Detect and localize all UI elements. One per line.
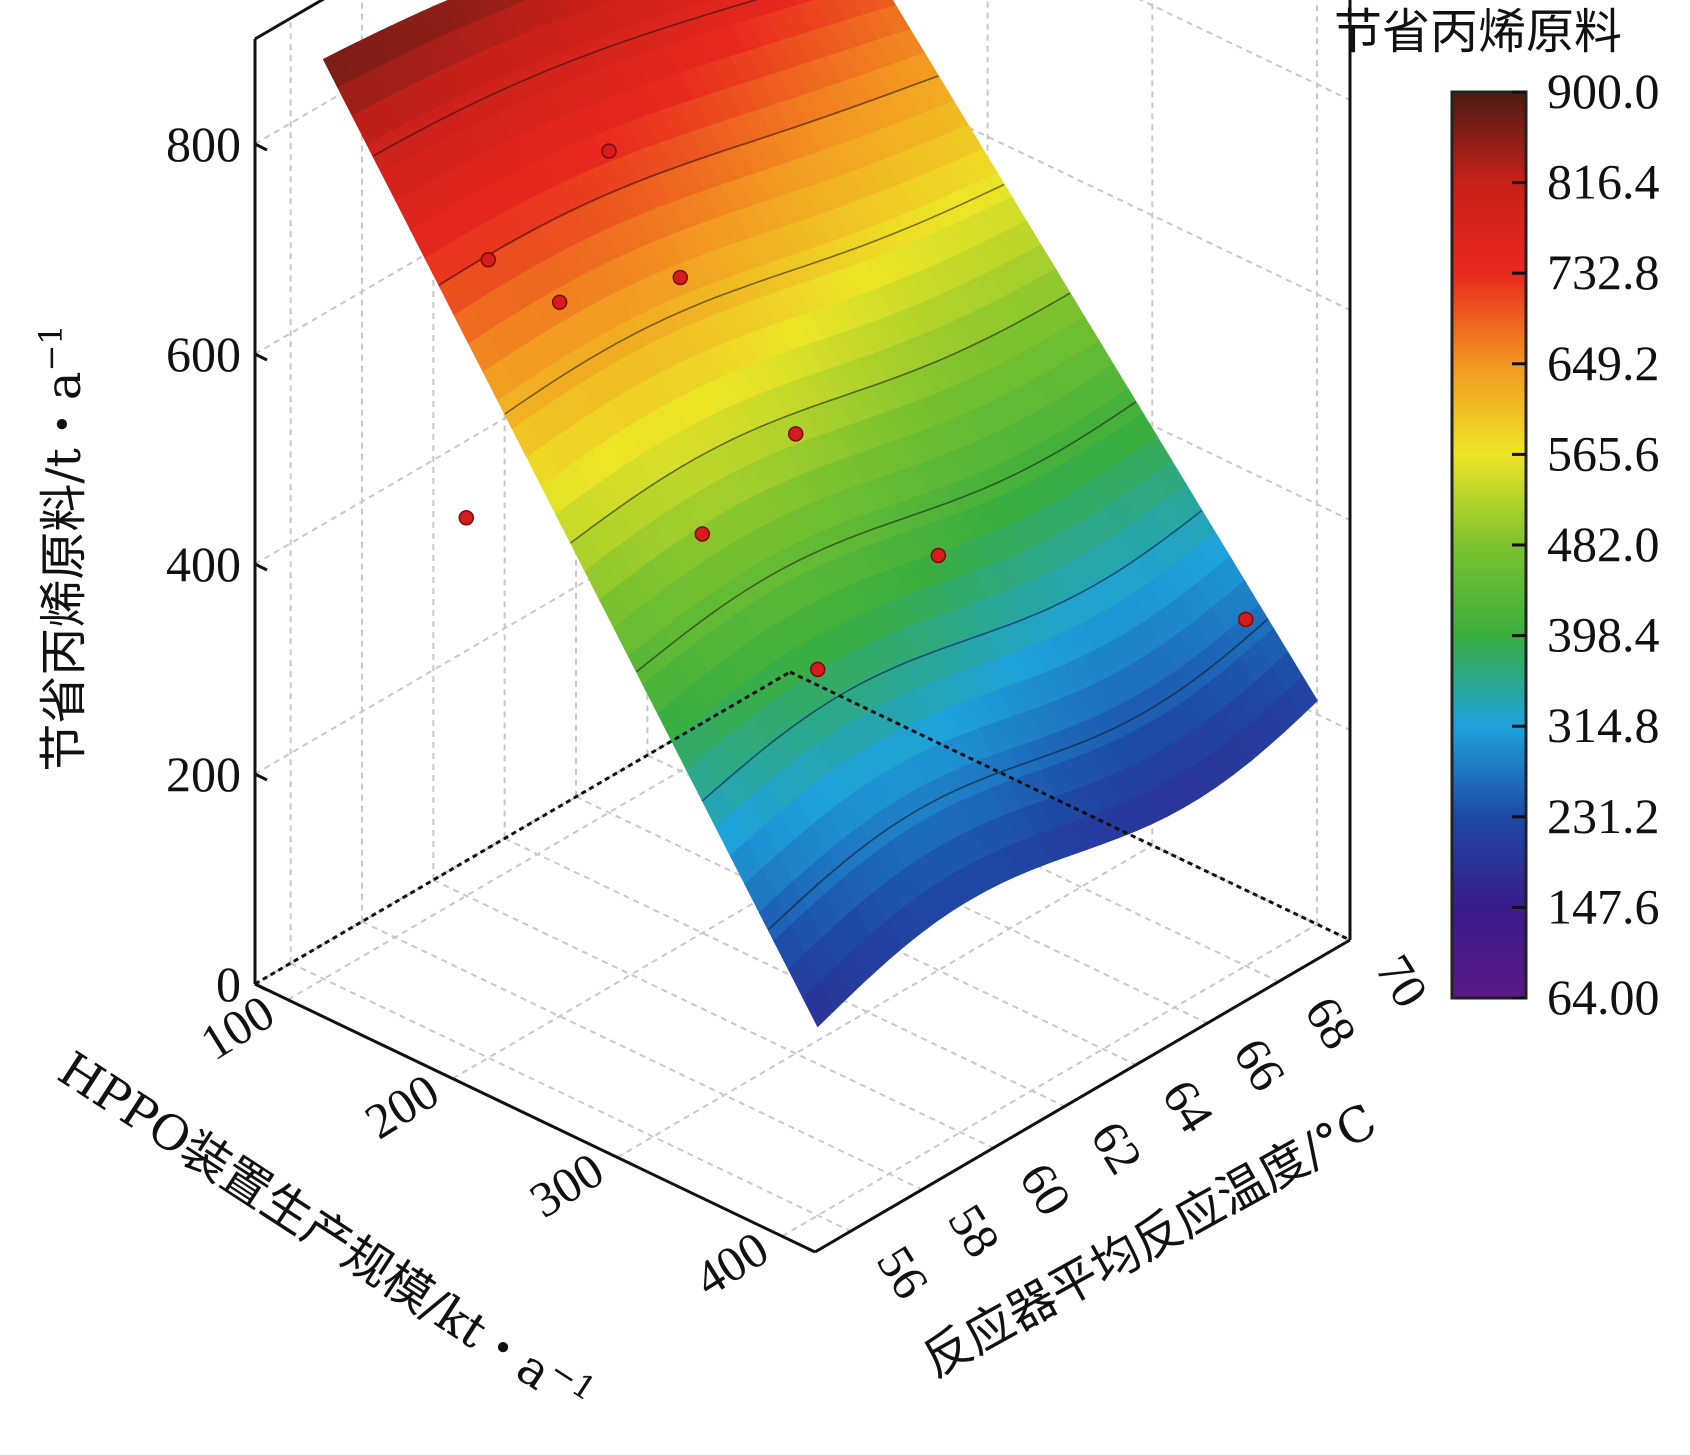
x-axis-label: HPPO装置生产规模/kt・a−1 bbox=[48, 1038, 602, 1427]
z-tick-label: 600 bbox=[166, 326, 241, 382]
colorbar-tick-label: 398.4 bbox=[1547, 607, 1660, 663]
surface-contour-line bbox=[438, 75, 939, 286]
colorbar-tick-label: 482.0 bbox=[1547, 516, 1660, 572]
x-tick-label: 400 bbox=[685, 1220, 778, 1307]
wall-grid-line-z bbox=[1138, 0, 1351, 101]
surface-layer bbox=[322, 0, 1318, 1028]
y-tick-label: 62 bbox=[1080, 1111, 1154, 1183]
colorbar-tick-label: 816.4 bbox=[1547, 154, 1660, 210]
floor-grid-line-x bbox=[616, 844, 1153, 1159]
data-point bbox=[1237, 611, 1254, 628]
z-tick-mark bbox=[254, 562, 268, 572]
colorbar-tick-label: 900.0 bbox=[1547, 63, 1660, 119]
x-tick-label: 200 bbox=[355, 1062, 448, 1149]
colorbar-tick-label: 732.8 bbox=[1547, 244, 1660, 300]
surface-contour-line bbox=[767, 618, 1269, 931]
y-tick-label: 56 bbox=[866, 1236, 940, 1308]
data-point bbox=[480, 252, 497, 268]
x-tick-label: 100 bbox=[190, 984, 283, 1071]
surface-contour-line bbox=[504, 183, 1005, 415]
z-tick-label: 800 bbox=[166, 116, 241, 172]
x-tick-label: 300 bbox=[520, 1141, 613, 1228]
floor-grid-line-y bbox=[504, 837, 1066, 1108]
data-point bbox=[458, 510, 475, 526]
floor-grid-line-x bbox=[452, 765, 989, 1080]
y-tick-label: 60 bbox=[1009, 1153, 1083, 1225]
colorbar-title: 节省丙烯原料 bbox=[1334, 4, 1622, 60]
box-edge-back-y bbox=[789, 670, 1351, 942]
colorbar-tick-label: 649.2 bbox=[1547, 335, 1660, 391]
z-tick-label: 0 bbox=[216, 956, 241, 1012]
data-point bbox=[551, 294, 568, 310]
z-tick-mark bbox=[254, 772, 268, 782]
data-point bbox=[930, 547, 947, 564]
data-point bbox=[809, 661, 826, 678]
z-axis-label: 节省丙烯原料/t・a−1 bbox=[32, 324, 92, 771]
box-edge-back-x bbox=[254, 670, 791, 986]
surface-contour-line bbox=[372, 0, 759, 157]
colorbar: 节省丙烯原料 900.0 816.4 732.8 649.2 565.6 482.0 398… bbox=[1334, 4, 1660, 1025]
data-point bbox=[601, 143, 617, 159]
floor-grid-line-y bbox=[290, 962, 852, 1233]
axis-line-x bbox=[254, 982, 816, 1254]
z-tick-label: 400 bbox=[166, 536, 241, 592]
axes-layer bbox=[253, 0, 1352, 1254]
colorbar-tick-label: 147.6 bbox=[1547, 878, 1660, 934]
z-tick-mark bbox=[254, 142, 268, 152]
colorbar-ticks: 900.0 816.4 732.8 649.2 565.6 482.0 398.4 314.8… bbox=[1512, 63, 1660, 1025]
floor-grid-line-x bbox=[287, 686, 824, 1001]
z-tick-mark bbox=[254, 982, 268, 992]
floor-grid-line-x bbox=[781, 923, 1318, 1238]
surface-contour-line bbox=[635, 401, 1137, 673]
y-tick-label: 66 bbox=[1223, 1028, 1297, 1100]
surface-contour-line bbox=[701, 509, 1203, 802]
y-tick-label: 64 bbox=[1151, 1070, 1225, 1142]
data-point bbox=[672, 269, 689, 286]
points-layer bbox=[458, 143, 1254, 678]
floor-grid-line-y bbox=[432, 879, 994, 1149]
z-tick-mark bbox=[254, 352, 268, 362]
axis-line-y bbox=[814, 938, 1351, 1254]
y-tick-label: 70 bbox=[1365, 945, 1439, 1017]
surface-contour-line bbox=[570, 292, 1071, 544]
y-tick-label: 68 bbox=[1294, 987, 1368, 1059]
data-point bbox=[787, 426, 804, 442]
colorbar-tick-label: 314.8 bbox=[1547, 697, 1660, 753]
colorbar-tick-label: 64.00 bbox=[1547, 969, 1660, 1025]
floor-grid-line-y bbox=[361, 920, 923, 1191]
wall-grid-line-z bbox=[254, 461, 791, 775]
y-tick-label: 58 bbox=[937, 1195, 1011, 1267]
colorbar-tick-label: 231.2 bbox=[1547, 788, 1660, 844]
z-tick-label: 200 bbox=[166, 746, 241, 802]
colorbar-tick-label: 565.6 bbox=[1547, 425, 1660, 481]
data-point bbox=[694, 526, 711, 542]
surface-cell bbox=[802, 980, 836, 1028]
